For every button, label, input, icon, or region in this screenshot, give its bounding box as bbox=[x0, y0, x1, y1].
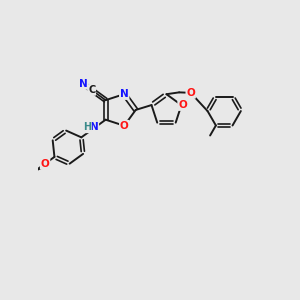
Text: N: N bbox=[120, 89, 129, 99]
Text: N: N bbox=[79, 79, 88, 89]
Text: O: O bbox=[41, 159, 50, 169]
Text: O: O bbox=[120, 121, 129, 131]
Text: O: O bbox=[178, 100, 187, 110]
Text: H: H bbox=[83, 122, 91, 132]
Text: N: N bbox=[90, 122, 98, 132]
Text: C: C bbox=[88, 85, 95, 95]
Text: O: O bbox=[186, 88, 195, 98]
